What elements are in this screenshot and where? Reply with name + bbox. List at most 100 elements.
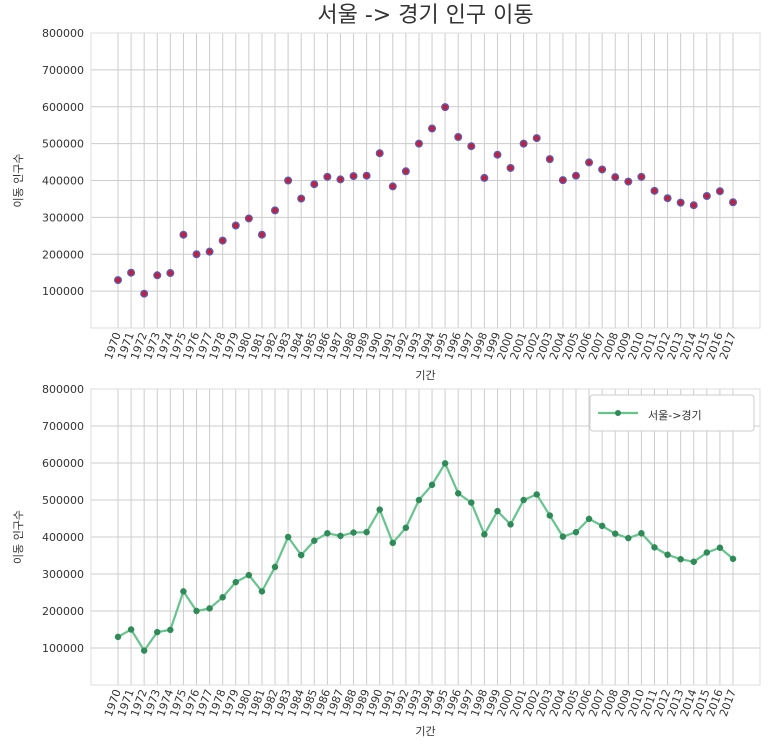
data-point [428, 481, 436, 489]
legend-marker [615, 410, 621, 416]
data-point [703, 549, 711, 556]
data-point [441, 103, 450, 112]
data-point [546, 512, 554, 519]
y-tick-label: 600000 [42, 457, 84, 470]
data-point [127, 626, 135, 633]
data-point [179, 230, 188, 239]
data-point [284, 533, 292, 541]
bottom-line-chart: 100000 200000 300000 400000 500000 600000 7000… [12, 383, 761, 738]
data-point [205, 247, 214, 256]
data-point [650, 186, 659, 195]
data-point [231, 221, 240, 230]
x-axis-label: 기간 [415, 369, 435, 382]
y-tick-label: 400000 [42, 175, 84, 188]
data-point [232, 578, 240, 586]
data-point [167, 626, 174, 634]
data-point [154, 628, 161, 636]
data-point [467, 142, 476, 151]
plot-frame [90, 388, 761, 686]
data-point [297, 194, 306, 203]
data-point [638, 530, 645, 537]
data-point [114, 633, 122, 641]
data-point [559, 533, 567, 540]
x-tick-labels: 1970197119721973197419751976197719781979… [102, 688, 739, 719]
data-point [545, 155, 554, 164]
data-point [532, 134, 541, 143]
legend-box [589, 394, 755, 432]
data-point [533, 491, 540, 498]
data-point [507, 521, 514, 528]
data-point [637, 172, 646, 181]
data-point [153, 271, 162, 280]
y-tick-label: 300000 [42, 211, 84, 224]
data-point [585, 158, 594, 167]
legend-label: 서울->경기 [648, 409, 702, 422]
data-point [493, 150, 502, 159]
data-point [257, 230, 266, 239]
y-tick-label: 800000 [42, 383, 84, 396]
data-point [113, 276, 122, 285]
top-scatter-chart: 100000 200000 300000 400000 500000 600000 7000… [12, 3, 761, 382]
y-tick-label: 100000 [42, 642, 84, 655]
data-point [519, 139, 528, 148]
data-point [258, 588, 266, 595]
y-tick-label: 700000 [42, 420, 84, 433]
data-point [454, 132, 463, 141]
grid [91, 32, 760, 328]
data-point [702, 191, 711, 200]
data-point [166, 269, 175, 278]
data-point [284, 176, 293, 185]
data-point [323, 172, 332, 181]
data-point [206, 605, 213, 612]
y-tick-labels: 100000 200000 300000 400000 500000 600000 7000… [42, 383, 84, 655]
data-point [506, 163, 515, 172]
data-point [454, 490, 462, 497]
data-point [611, 173, 620, 182]
y-tick-label: 800000 [42, 27, 84, 40]
data-point [651, 544, 658, 551]
data-point [350, 529, 357, 536]
data-point [376, 506, 383, 513]
y-tick-label: 200000 [42, 248, 84, 261]
series [114, 460, 737, 654]
data-point [349, 172, 358, 181]
data-point [297, 551, 305, 559]
data-point [598, 522, 606, 530]
data-point [676, 198, 685, 207]
data-point [585, 515, 593, 523]
data-point [140, 647, 148, 654]
data-point [324, 530, 331, 537]
data-point [571, 171, 580, 180]
y-axis-label: 이동 인구수 [12, 153, 25, 207]
data-point [481, 531, 488, 538]
chart-title: 서울 -> 경기 인구 이동 [317, 3, 533, 28]
data-point [193, 607, 200, 615]
y-tick-label: 700000 [42, 64, 84, 77]
data-point [218, 236, 227, 245]
data-point [598, 165, 607, 174]
data-point [572, 528, 580, 536]
data-point [363, 528, 370, 536]
data-point [663, 194, 672, 203]
data-point [611, 530, 619, 537]
data-point [192, 250, 201, 259]
y-tick-label: 100000 [42, 285, 84, 298]
data-point [690, 558, 697, 566]
y-tick-labels: 100000 200000 300000 400000 500000 600000 7000… [42, 27, 84, 298]
data-point [337, 532, 344, 540]
y-tick-label: 600000 [42, 101, 84, 114]
data-point [389, 539, 397, 547]
data-point [336, 175, 345, 184]
legend: 서울->경기 [589, 394, 755, 432]
data-point [689, 201, 698, 210]
data-point [375, 149, 384, 158]
data-point [401, 167, 410, 176]
data-point [245, 571, 253, 579]
data-point [180, 588, 187, 595]
data-point [729, 198, 738, 207]
data-point [388, 182, 397, 191]
data-point [271, 206, 280, 215]
x-tick-labels: 1970197119721973197419751976197719781979… [102, 331, 739, 362]
